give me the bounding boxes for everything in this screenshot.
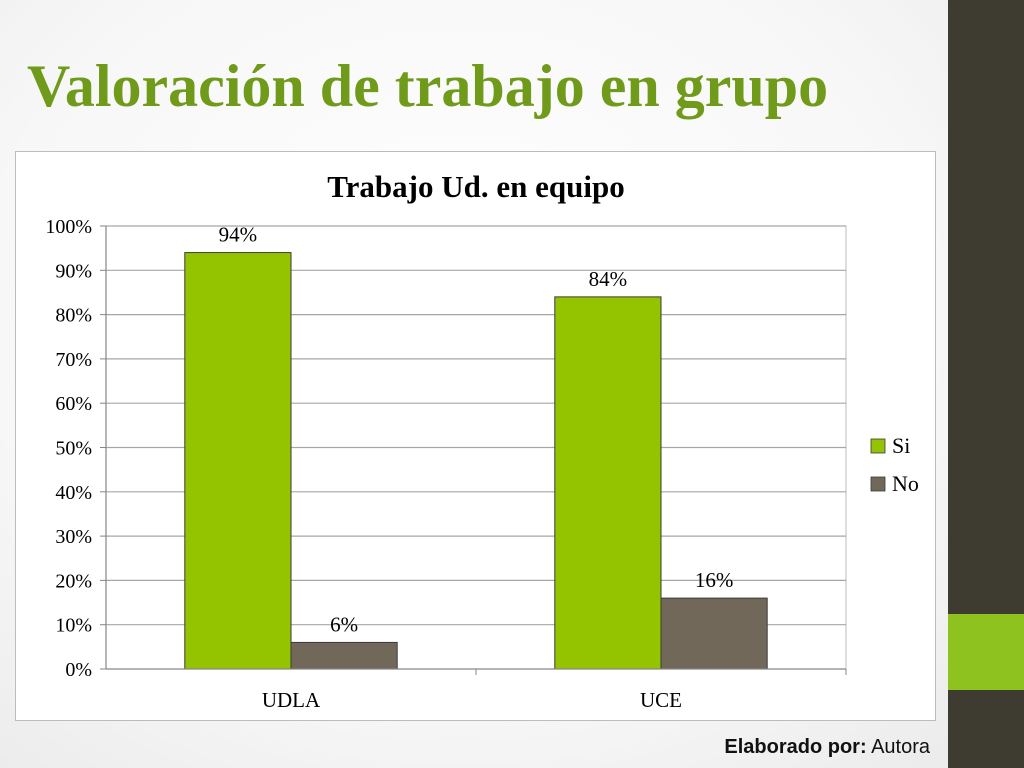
chart-frame: Trabajo Ud. en equipo 94% 6% 84% 16% 0% 10% 2…	[15, 151, 936, 721]
y-tick-label: 80%	[55, 305, 92, 327]
y-tick-label: 100%	[45, 216, 92, 238]
legend-swatch-si	[870, 438, 886, 454]
legend-swatch-no	[870, 476, 886, 492]
data-label: 6%	[330, 612, 358, 636]
chart-title: Trabajo Ud. en equipo	[327, 169, 624, 204]
x-tick-label: UCE	[640, 688, 682, 712]
y-tick-label: 10%	[55, 615, 92, 637]
bar-no	[660, 597, 768, 670]
side-accent-block	[948, 614, 1024, 690]
bar-chart: Trabajo Ud. en equipo 94% 6% 84% 16% 0% 10% 2…	[45, 169, 919, 712]
data-label: 94%	[219, 223, 258, 247]
y-tick-label: 30%	[55, 526, 92, 548]
slide-title: Valoración de trabajo en grupo	[27, 53, 829, 119]
bar-si	[554, 296, 662, 670]
credit-value: Autora	[871, 736, 930, 758]
credit-label: Elaborado por:	[724, 736, 867, 758]
legend-label-no: No	[892, 471, 919, 496]
bar-no	[290, 641, 398, 670]
y-tick-label: 70%	[55, 349, 92, 371]
legend-label-si: Si	[892, 433, 910, 458]
y-tick-label: 0%	[65, 659, 92, 681]
y-tick-label: 60%	[55, 393, 92, 415]
y-tick-label: 90%	[55, 260, 92, 282]
y-tick-label: 20%	[55, 570, 92, 592]
y-tick-label: 40%	[55, 482, 92, 504]
data-label: 16%	[695, 568, 734, 592]
credit-line: Elaborado por: Autora	[724, 736, 930, 759]
x-tick-label: UDLA	[262, 688, 321, 712]
data-label: 84%	[589, 267, 628, 291]
y-tick-label: 50%	[55, 438, 92, 460]
bar-si	[184, 252, 292, 670]
